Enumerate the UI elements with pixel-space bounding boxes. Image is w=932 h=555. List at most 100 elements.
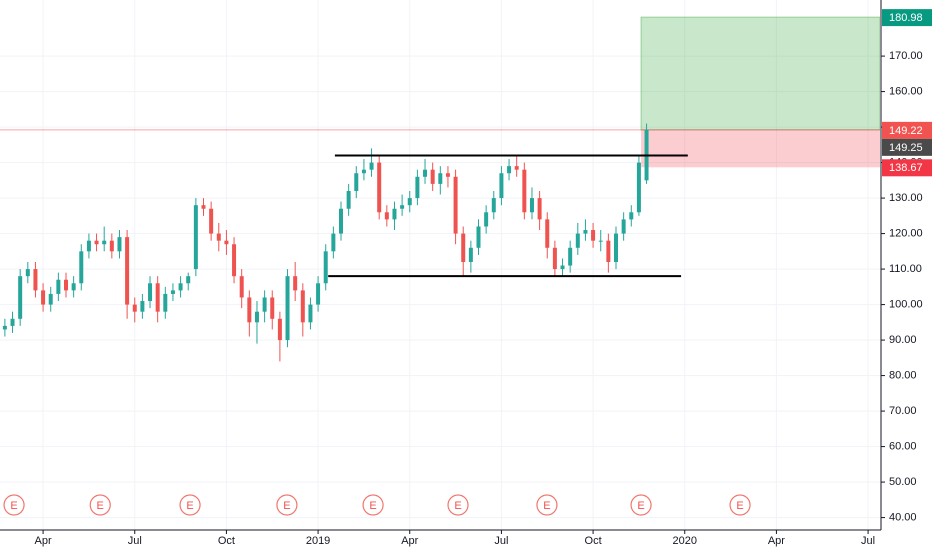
y-tick-label: 160.00 — [889, 85, 923, 97]
candle-body — [621, 219, 626, 234]
candle-body — [224, 240, 229, 245]
candle-body — [407, 198, 412, 206]
candle-body — [33, 269, 38, 291]
candle-body — [71, 283, 76, 291]
earnings-marker — [3, 494, 25, 516]
candle-body — [560, 265, 565, 270]
stop-zone — [641, 129, 880, 168]
earnings-label: E — [543, 500, 550, 512]
earnings-label: E — [283, 500, 290, 512]
earnings-marker — [447, 494, 469, 516]
x-tick-label: Oct — [585, 535, 602, 547]
earnings-label: E — [637, 500, 644, 512]
candle-body — [415, 176, 420, 199]
x-tick-label: Apr — [35, 535, 52, 547]
x-tick-label: Jul — [861, 535, 875, 547]
candle-body — [445, 173, 450, 177]
candle-body — [285, 276, 290, 341]
candle-body — [430, 169, 435, 184]
candle-body — [537, 198, 542, 220]
candle-body — [346, 190, 351, 209]
candle-body — [468, 247, 473, 262]
candle-body — [300, 290, 305, 323]
y-tick-label: 100.00 — [889, 298, 923, 310]
candle-body — [209, 208, 214, 234]
candle-body — [339, 208, 343, 234]
candle-body — [484, 212, 489, 227]
candle-body — [354, 173, 359, 191]
earnings-label: E — [369, 500, 376, 512]
candle-body — [170, 290, 175, 294]
candle-body — [514, 166, 519, 170]
candle-body — [461, 233, 466, 262]
candle-body — [56, 279, 61, 294]
candle-body — [186, 276, 191, 284]
price-label: 180.98 — [889, 12, 923, 24]
earnings-label: E — [10, 500, 17, 512]
time-axis — [0, 530, 880, 550]
y-tick-label: 170.00 — [889, 50, 923, 62]
earnings-label: E — [454, 500, 461, 512]
price-axis — [880, 0, 932, 550]
y-tick-label: 90.00 — [889, 334, 917, 346]
candle-body — [606, 240, 611, 262]
candle-body — [583, 230, 588, 234]
candle-body — [178, 283, 183, 291]
candle-body — [148, 283, 153, 302]
earnings-marker — [276, 494, 298, 516]
x-tick-label: Jul — [494, 535, 508, 547]
candle-body — [48, 293, 53, 305]
candle-body — [216, 233, 221, 241]
candle-body — [522, 169, 527, 213]
price-label: 149.22 — [889, 125, 923, 137]
earnings-marker — [630, 494, 652, 516]
candle-body — [491, 198, 496, 213]
candle-body — [193, 205, 198, 270]
earnings-marker — [89, 494, 111, 516]
earnings-label: E — [186, 500, 193, 512]
candle-body — [331, 233, 336, 252]
x-tick-label: Apr — [401, 535, 418, 547]
price-label: 149.25 — [889, 142, 923, 154]
price-label-box — [882, 138, 932, 156]
candle-body — [614, 233, 618, 262]
y-tick-label: 40.00 — [889, 511, 917, 523]
earnings-marker — [729, 494, 751, 516]
candle-body — [575, 233, 580, 248]
y-tick-label: 60.00 — [889, 440, 917, 452]
candle-body — [499, 173, 504, 199]
candle-body — [277, 318, 282, 341]
y-tick-label: 80.00 — [889, 369, 917, 381]
candle-body — [369, 162, 374, 170]
candle-body — [392, 208, 397, 220]
earnings-marker — [536, 494, 558, 516]
price-label-box — [882, 9, 932, 27]
candle-body — [155, 283, 160, 312]
candle-body — [239, 276, 244, 298]
candle-body — [247, 297, 252, 323]
candle-body — [453, 176, 458, 234]
candle-body — [293, 276, 298, 291]
candle-body — [262, 297, 267, 312]
price-label-box — [882, 159, 932, 177]
y-tick-label: 70.00 — [889, 405, 917, 417]
y-tick-label: 130.00 — [889, 192, 923, 204]
candle-body — [232, 244, 237, 277]
candle-body — [163, 293, 168, 312]
candle-body — [270, 297, 275, 319]
candle-body — [117, 237, 122, 252]
candle-body — [18, 276, 23, 319]
price-label-box — [882, 121, 932, 139]
candle-body — [102, 240, 107, 245]
earnings-marker — [362, 494, 384, 516]
candle-body — [308, 304, 313, 323]
candle-body — [507, 166, 512, 174]
candle-body — [201, 205, 206, 209]
x-tick-label: Jul — [128, 535, 142, 547]
candle-body — [2, 325, 7, 330]
candle-body — [86, 240, 91, 252]
candle-body — [400, 205, 405, 209]
candle-body — [423, 169, 428, 177]
candle-body — [438, 173, 443, 184]
